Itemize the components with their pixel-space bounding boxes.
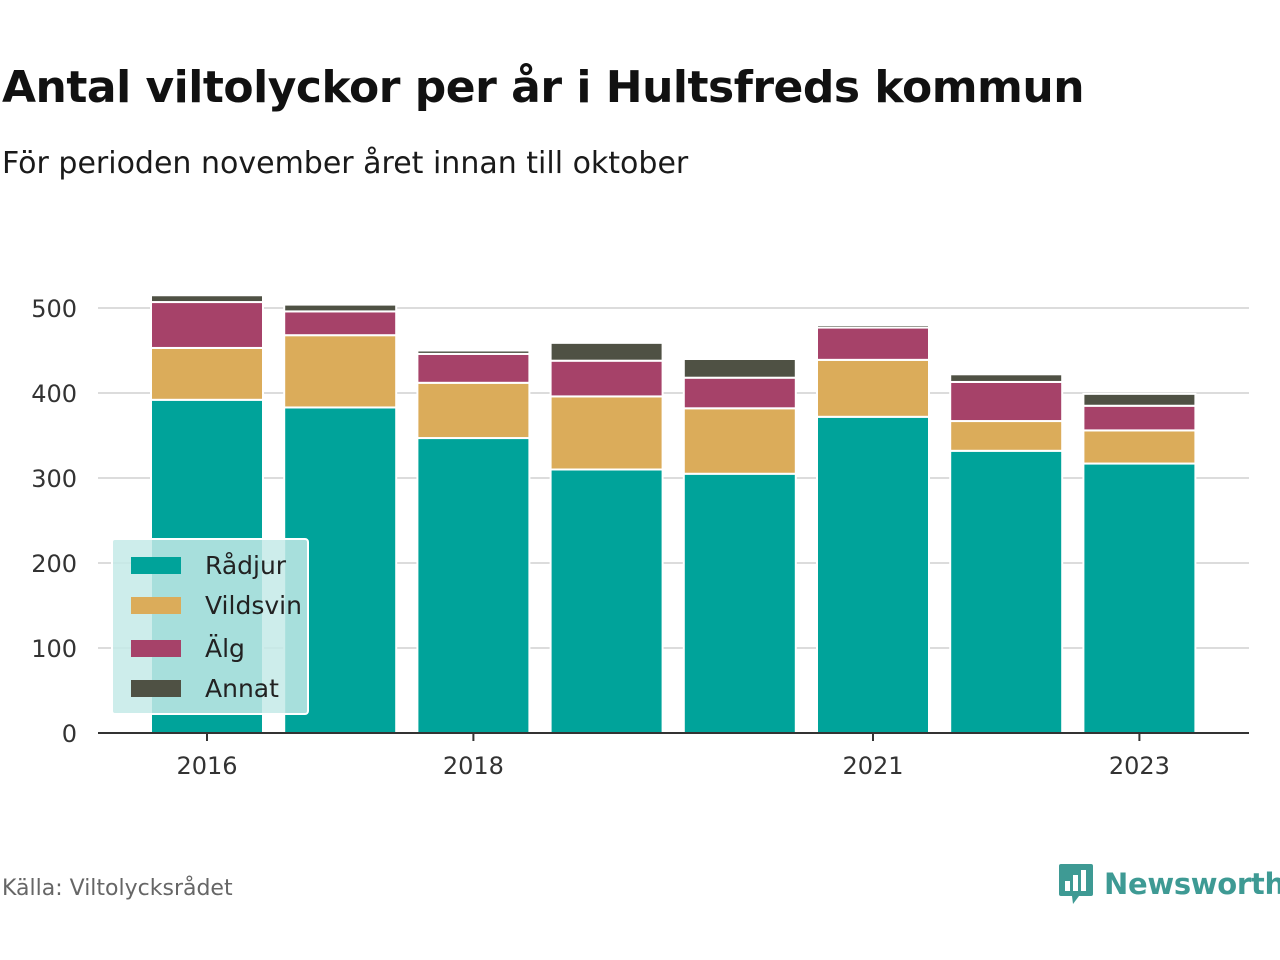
bar-segment xyxy=(283,334,398,409)
bar-segment xyxy=(416,349,531,355)
bar-segment xyxy=(949,449,1064,734)
bar-segment xyxy=(416,352,531,384)
brand-name: Newsworthy xyxy=(1104,867,1280,901)
source-note: Källa: Viltolycksrådet xyxy=(2,876,233,901)
y-tick-label: 0 xyxy=(62,720,77,748)
legend-swatch-vildsvin xyxy=(131,597,181,614)
x-tick-label: 2021 xyxy=(842,752,903,780)
newsworthy-logo: Newsworthy xyxy=(1058,862,1280,906)
legend-label-alg: Älg xyxy=(205,634,245,663)
bar-segment xyxy=(949,373,1064,383)
legend-item-vildsvin: Vildsvin xyxy=(131,591,302,620)
bar-segment xyxy=(549,359,664,398)
legend-item-annat: Annat xyxy=(131,674,279,703)
legend-item-radjur: Rådjur xyxy=(131,551,286,580)
y-tick-label: 400 xyxy=(31,380,77,408)
bar-segment xyxy=(949,420,1064,452)
bar-segment xyxy=(549,468,664,734)
legend-label-radjur: Rådjur xyxy=(205,551,287,580)
x-tick-label: 2018 xyxy=(443,752,504,780)
legend-swatch-radjur xyxy=(131,557,181,574)
legend-swatch-annat xyxy=(131,680,181,697)
bar-segment xyxy=(416,381,531,440)
bar-segment xyxy=(816,324,930,329)
y-tick-label: 300 xyxy=(31,465,77,493)
bar-segment xyxy=(682,358,797,379)
bar-segment xyxy=(150,301,264,349)
bar-segment xyxy=(1082,392,1197,407)
bar-segment xyxy=(549,395,664,471)
bar-segment xyxy=(549,341,664,362)
y-tick-label: 200 xyxy=(31,550,77,578)
legend: Rådjur Vildsvin Älg Annat xyxy=(111,538,309,715)
x-tick-label: 2023 xyxy=(1109,752,1170,780)
bar-segment xyxy=(682,407,797,475)
legend-item-alg: Älg xyxy=(131,634,245,663)
legend-label-vildsvin: Vildsvin xyxy=(205,591,302,620)
legend-swatch-alg xyxy=(131,640,181,657)
bar-segment xyxy=(949,380,1064,423)
bar-segment xyxy=(416,437,531,734)
bar-segment xyxy=(1082,404,1197,432)
bar-segment xyxy=(283,310,398,337)
y-tick-label: 100 xyxy=(31,635,77,663)
bar-segment xyxy=(283,303,398,313)
chart-title: Antal viltolyckor per år i Hultsfreds ko… xyxy=(2,62,1085,113)
bar-segment xyxy=(1082,462,1197,734)
chart-subtitle: För perioden november året innan till ok… xyxy=(2,146,689,181)
x-tick-label: 2016 xyxy=(176,752,237,780)
bar-chart-speech-bubble-icon xyxy=(1059,864,1093,904)
y-tick-label: 500 xyxy=(31,295,77,323)
bar-segment xyxy=(1082,429,1197,465)
axes: 0 100 200 300 400 500 2016 2018 2021 2023 xyxy=(31,295,1249,780)
bar-segment xyxy=(816,415,930,734)
bar-segment xyxy=(150,346,264,401)
bar-segment xyxy=(682,376,797,410)
bar-segment xyxy=(682,472,797,734)
bar-segment xyxy=(816,326,930,361)
bar-segment xyxy=(150,294,264,304)
bar-segment xyxy=(816,358,930,418)
legend-label-annat: Annat xyxy=(205,674,279,703)
